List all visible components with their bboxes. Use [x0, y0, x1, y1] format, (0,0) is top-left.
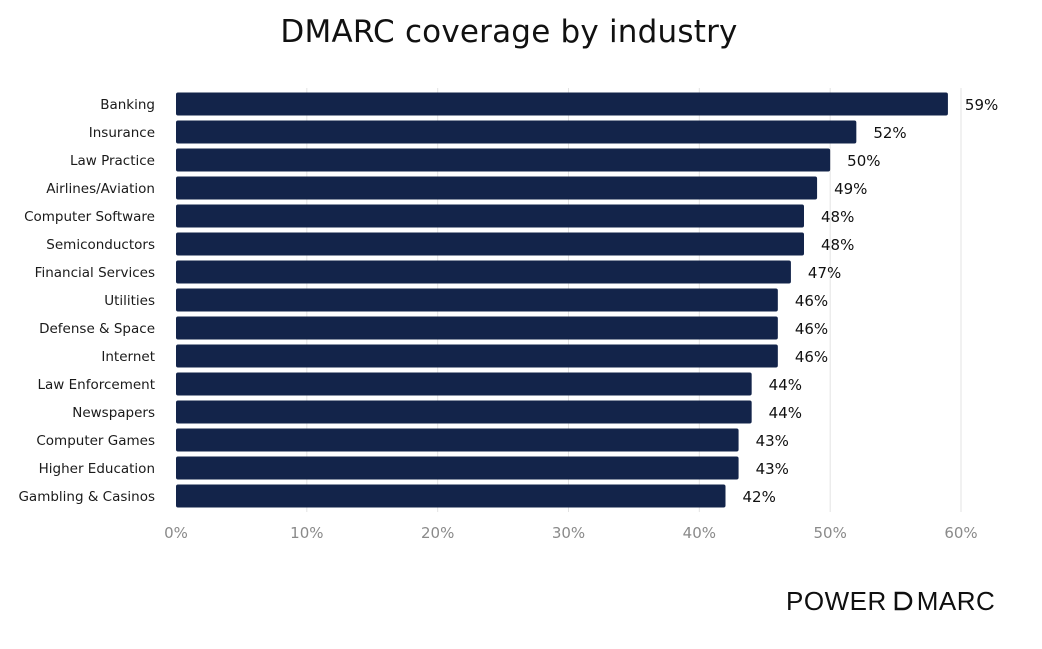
logo-d-icon	[894, 591, 912, 611]
value-label: 46%	[795, 292, 828, 310]
category-label: Computer Games	[36, 433, 155, 449]
category-label: Computer Software	[24, 209, 155, 225]
labels: 0% 10% 20% 30% 40% 50% 60% Banking 59% Insurance 5…	[18, 96, 998, 542]
bar	[176, 288, 778, 312]
bar	[176, 176, 818, 200]
category-label: Law Enforcement	[37, 377, 155, 393]
x-tick-label: 10%	[290, 524, 323, 542]
value-label: 49%	[834, 180, 867, 198]
category-label: Insurance	[89, 125, 155, 141]
category-label: Defense & Space	[39, 321, 155, 337]
value-label: 59%	[965, 96, 998, 114]
x-tick-label: 0%	[164, 524, 188, 542]
value-label: 46%	[795, 320, 828, 338]
value-label: 50%	[847, 152, 880, 170]
category-label: Semiconductors	[46, 237, 155, 253]
x-tick-label: 40%	[683, 524, 716, 542]
bar	[176, 484, 726, 508]
category-label: Internet	[101, 349, 155, 365]
x-tick-label: 50%	[813, 524, 846, 542]
bar	[176, 456, 739, 480]
powerdmarc-logo: POWER MARC	[786, 586, 995, 616]
bars	[176, 92, 948, 508]
bar	[176, 232, 804, 256]
bar	[176, 92, 948, 116]
bar	[176, 204, 804, 228]
bar	[176, 400, 752, 424]
category-label: Law Practice	[70, 153, 155, 169]
bar	[176, 120, 857, 144]
value-label: 48%	[821, 208, 854, 226]
value-label: 42%	[743, 488, 776, 506]
value-label: 48%	[821, 236, 854, 254]
category-label: Airlines/Aviation	[46, 181, 155, 197]
bar	[176, 372, 752, 396]
value-label: 43%	[756, 460, 789, 478]
value-label: 47%	[808, 264, 841, 282]
category-label: Gambling & Casinos	[18, 489, 155, 505]
category-label: Higher Education	[39, 461, 155, 477]
bar	[176, 428, 739, 452]
value-label: 52%	[873, 124, 906, 142]
logo-text-power: POWER	[786, 585, 887, 616]
category-label: Financial Services	[35, 265, 155, 281]
x-tick-label: 20%	[421, 524, 454, 542]
bar	[176, 148, 831, 172]
value-label: 46%	[795, 348, 828, 366]
bar	[176, 316, 778, 340]
category-label: Newspapers	[72, 405, 155, 421]
x-tick-label: 60%	[944, 524, 977, 542]
category-label: Utilities	[104, 293, 155, 309]
value-label: 43%	[756, 432, 789, 450]
x-tick-label: 30%	[552, 524, 585, 542]
value-label: 44%	[769, 404, 802, 422]
category-label: Banking	[100, 97, 155, 113]
value-label: 44%	[769, 376, 802, 394]
bar	[176, 260, 791, 284]
chart-title: DMARC coverage by industry	[280, 14, 738, 50]
logo-text-marc: MARC	[916, 585, 996, 616]
bar	[176, 344, 778, 368]
